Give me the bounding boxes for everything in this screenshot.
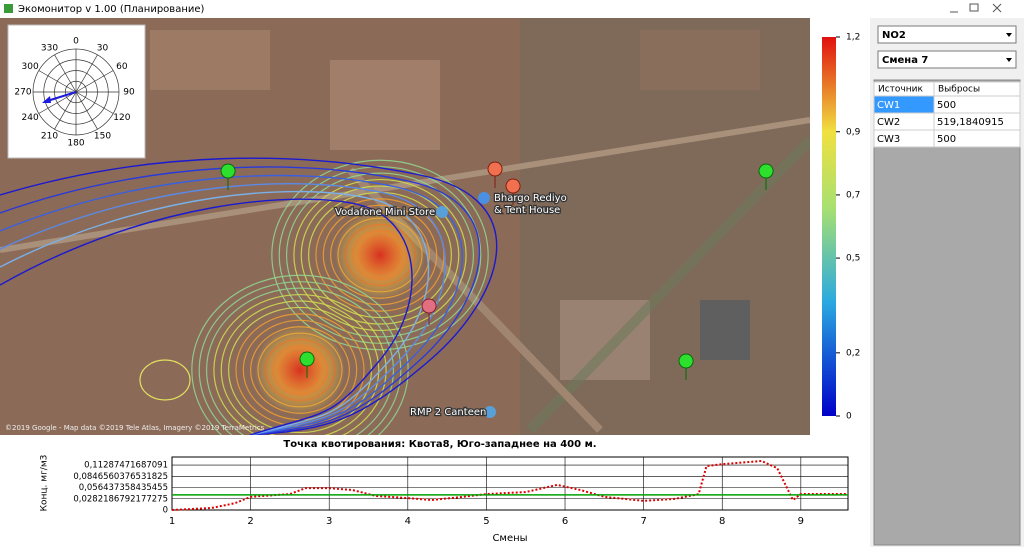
series-line	[171, 459, 848, 511]
polar-spoke	[75, 70, 114, 93]
column-header: Выбросы	[938, 85, 980, 95]
colorbar-tick-label: 0,9	[846, 127, 861, 137]
polar-spoke	[38, 91, 77, 114]
contour	[0, 190, 430, 436]
contour	[0, 166, 480, 436]
map-attribution: ©2019 Google - Map data ©2019 Tele Atlas…	[5, 424, 265, 432]
polar-spoke	[75, 91, 98, 130]
cell-text: CW2	[877, 117, 900, 128]
polar-angle-label: 150	[94, 132, 111, 142]
hotspot	[255, 325, 345, 415]
contour	[315, 198, 445, 312]
polar-spoke	[75, 54, 98, 93]
polar-angle-label: 330	[41, 43, 58, 53]
y-tick-label: 0,056437358435455	[79, 483, 168, 493]
x-tick-label: 3	[326, 516, 332, 527]
hotspot	[335, 210, 425, 300]
colorbar-panel	[810, 18, 870, 435]
y-axis-label: Конц. мг/м3	[40, 455, 50, 512]
x-tick-label: 8	[719, 516, 725, 527]
y-tick-label: 0,0282186792177275	[73, 494, 168, 504]
polar-angle-label: 30	[97, 43, 109, 53]
cell-text: CW3	[877, 134, 900, 145]
map-label: Vodafone Mini Store	[335, 207, 435, 218]
colorbar	[822, 37, 836, 416]
contour	[0, 157, 498, 436]
polar-angle-label: 60	[116, 62, 128, 72]
x-axis-label: Смены	[492, 533, 527, 544]
map-label: Bhargo Rediyo	[494, 193, 567, 204]
substance-dropdown[interactable]: NO2	[877, 25, 1017, 44]
polar-angle-label: 240	[22, 113, 39, 123]
y-tick-label: 0,0846560376531825	[73, 472, 168, 482]
contour	[139, 359, 191, 401]
x-tick-label: 4	[405, 516, 411, 527]
contour	[322, 204, 438, 306]
colorbar-tick-label: 0	[846, 412, 852, 422]
x-tick-label: 9	[798, 516, 804, 527]
window-buttons[interactable]	[950, 3, 1002, 13]
map-label: RMP 2 Canteen	[410, 407, 486, 418]
x-tick-label: 1	[169, 516, 175, 527]
plot-area	[171, 456, 849, 511]
contour	[285, 172, 475, 338]
cell-text: 519,1840915	[937, 117, 1004, 128]
cell-text: 500	[937, 134, 956, 145]
app-icon	[4, 4, 13, 13]
wind-arrow-head	[42, 96, 51, 103]
polar-spoke	[54, 91, 77, 130]
map-markers[interactable]	[220, 161, 774, 418]
polar-spoke	[38, 70, 77, 93]
polar-angle-label: 210	[41, 132, 58, 142]
x-tick-label: 6	[562, 516, 568, 527]
polar-angle-label: 270	[14, 88, 31, 98]
column-header: Источник	[878, 85, 923, 95]
chart-title: Точка квотирования: Квота8, Юго-западнее…	[283, 439, 596, 450]
x-tick-label: 7	[640, 516, 646, 527]
polar-angle-label: 180	[67, 139, 84, 149]
colorbar-tick-label: 0,2	[846, 348, 860, 358]
x-tick-label: 5	[483, 516, 489, 527]
colorbar-tick-label: 1,2	[846, 33, 860, 43]
window-title: Экомонитор v 1.00 (Планирование)	[18, 4, 205, 15]
polar-angle-label: 0	[73, 37, 79, 47]
title-bar	[0, 0, 1024, 18]
polar-angle-label: 300	[22, 62, 39, 72]
contour	[0, 174, 463, 436]
contour	[293, 178, 467, 332]
y-tick-label: 0	[163, 506, 168, 516]
table-area	[873, 79, 1021, 546]
polar-angle-label: 120	[113, 113, 130, 123]
emission-table[interactable]: Источник Выбросы CW1 500 CW2 519,1840915 CW3 50…	[873, 81, 1021, 148]
x-tick-label: 2	[247, 516, 253, 527]
line-chart: 0,112874716870910,08465603765318250,0564…	[73, 456, 849, 527]
cell-text: CW1	[877, 100, 900, 111]
contour	[0, 198, 413, 436]
map-label: & Tent House	[494, 205, 560, 216]
contour	[271, 159, 489, 351]
colorbar-tick-label: 0,7	[846, 190, 860, 200]
polar-spoke	[75, 91, 114, 114]
cell-text: 500	[937, 100, 956, 111]
contour	[300, 185, 460, 325]
pollution-contours	[0, 157, 498, 466]
polar-spoke	[54, 54, 77, 93]
dropdown-value: Смена 7	[882, 55, 928, 66]
polar-angle-label: 90	[123, 88, 135, 98]
y-tick-label: 0,11287471687091	[84, 461, 168, 471]
dropdown-value: NO2	[882, 30, 906, 41]
table-cell	[933, 129, 1021, 148]
contour	[0, 183, 446, 436]
shift-dropdown[interactable]: Смена 7	[877, 50, 1017, 69]
colorbar-tick-label: 0,5	[846, 254, 860, 264]
